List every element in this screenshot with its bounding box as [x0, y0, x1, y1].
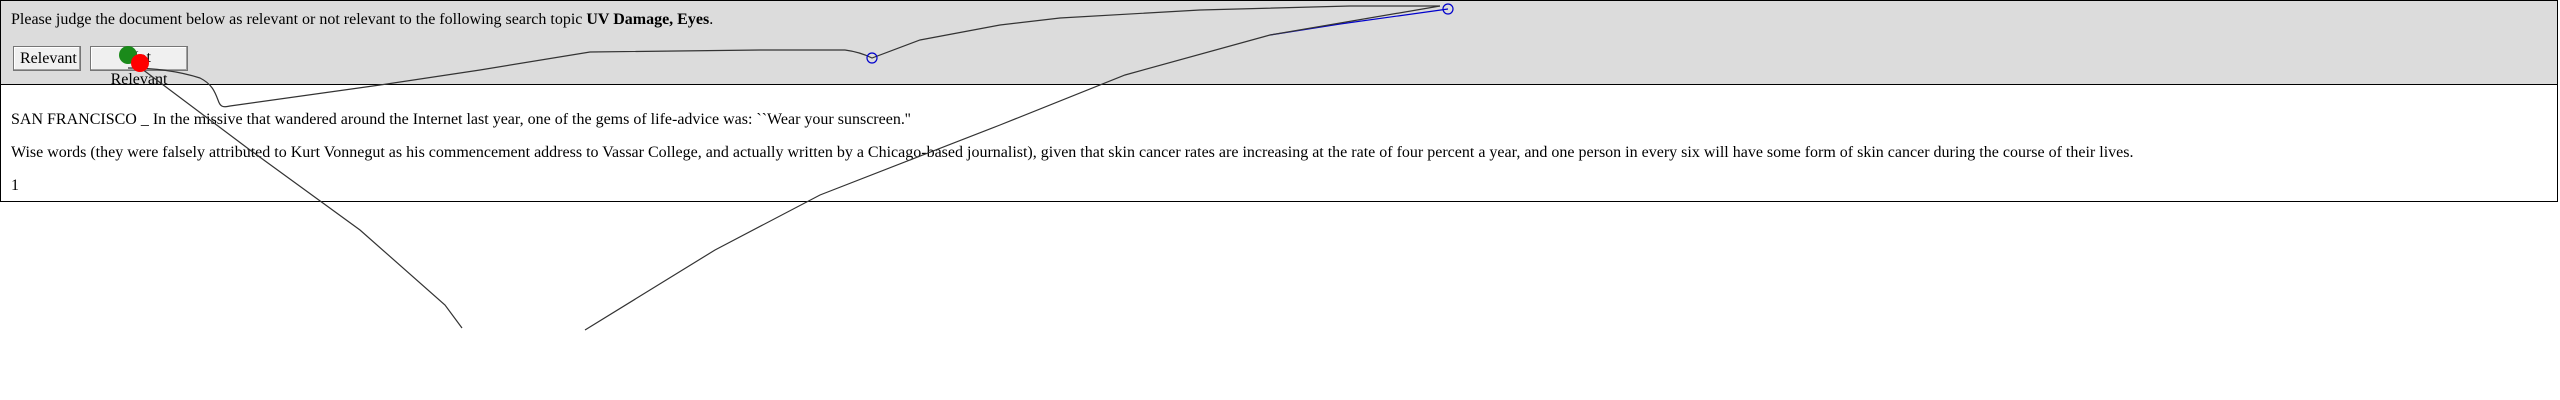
not-relevant-button[interactable]: Not Relevant — [90, 46, 188, 88]
instruction-suffix: . — [709, 11, 714, 28]
instruction-text: Please judge the document below as relev… — [11, 11, 713, 29]
document-paragraph: Wise words (they were falsely attributed… — [11, 144, 2134, 161]
document-paragraph: SAN FRANCISCO _ In the missive that wand… — [11, 111, 911, 128]
relevant-button[interactable]: Relevant — [13, 46, 81, 71]
search-topic: UV Damage, Eyes — [586, 11, 710, 28]
document-panel: SAN FRANCISCO _ In the missive that wand… — [0, 84, 2558, 202]
judgment-header: Please judge the document below as relev… — [0, 0, 2558, 88]
document-page-number: 1 — [11, 177, 19, 194]
instruction-prefix: Please judge the document below as relev… — [11, 11, 587, 28]
